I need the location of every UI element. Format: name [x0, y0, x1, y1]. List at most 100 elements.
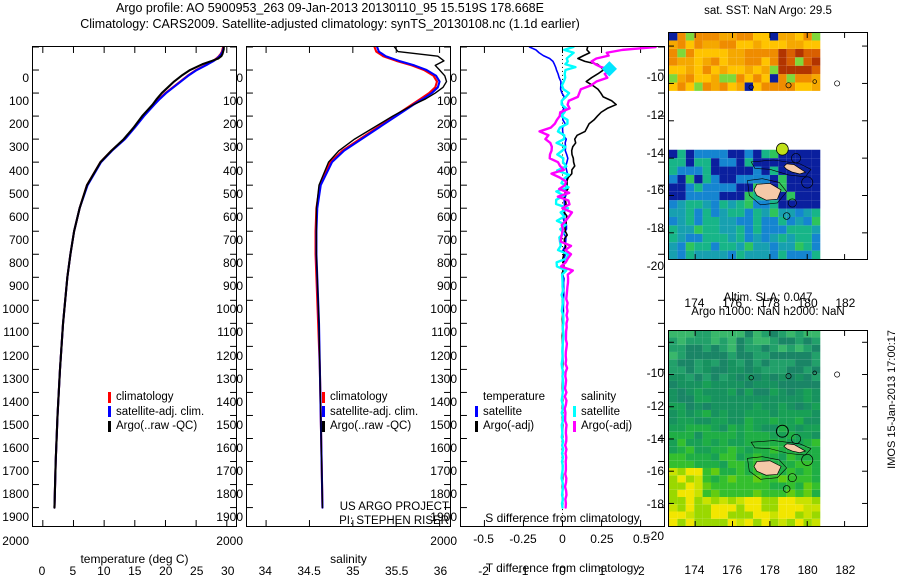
legend-item: climatology [322, 390, 418, 405]
x-tick-label: 0.5 [633, 532, 650, 546]
legend-item: Argo(..raw -QC) [108, 419, 204, 434]
depth-tick-label: 1000 [430, 302, 457, 317]
depth-tick-label: 1400 [430, 394, 457, 409]
legend-color-swatch [322, 406, 325, 418]
latitude-tick-label: -16 [646, 464, 664, 479]
depth-tick-label: 800 [436, 256, 457, 270]
depth-tick-label: 400 [222, 163, 243, 178]
depth-tick-label: 1100 [431, 325, 457, 340]
latitude-tick-label: -10 [646, 366, 664, 381]
latitude-tick-label: -16 [646, 183, 664, 198]
depth-tick-label: 800 [222, 256, 243, 270]
sst-map-panel[interactable] [668, 32, 868, 260]
depth-tick-label: 1800 [2, 487, 29, 502]
temperature-difference-axis-label: T difference from climatology [485, 561, 640, 575]
depth-tick-label: 0 [22, 71, 29, 85]
x-tick-label: 34 [258, 564, 272, 578]
legend-item: Argo(-adj) [573, 419, 632, 434]
depth-tick-label: 1100 [3, 325, 29, 340]
depth-tick-label: 1200 [430, 348, 457, 363]
latitude-tick-label: -18 [646, 496, 664, 511]
sst-map-plot [669, 33, 867, 259]
depth-tick-label: 900 [436, 279, 457, 294]
depth-tick-label: 600 [436, 209, 457, 224]
x-tick-label: -1 [517, 564, 529, 578]
legend-label: Argo(..raw -QC) [116, 420, 198, 432]
depth-tick-label: 1300 [216, 371, 243, 386]
latitude-tick-label: -18 [646, 220, 664, 235]
x-tick-label: 34.5 [297, 564, 321, 578]
x-tick-label: 15 [128, 564, 142, 578]
legend-item: satellite-adj. clim. [108, 405, 204, 420]
sst-map-title: sat. SST: NaN Argo: 29.5 [704, 5, 832, 17]
difference-profile-plot [461, 47, 664, 526]
x-tick-label: -0.25 [509, 532, 537, 546]
x-tick-label: 1 [598, 564, 606, 578]
depth-tick-label: 200 [222, 117, 243, 132]
latitude-tick-label: -20 [646, 529, 664, 544]
legend-color-swatch [108, 406, 111, 418]
longitude-tick-label: 176 [722, 563, 743, 577]
x-tick-label: -2 [478, 564, 489, 578]
legend-label: climatology [116, 391, 174, 403]
depth-tick-label: 0 [236, 71, 243, 85]
salinity-legend: climatology satellite-adj. clim. Argo(..ra… [322, 390, 418, 434]
sla-map-panel[interactable] [668, 330, 868, 527]
temperature-axis-label: temperature (deg C) [80, 552, 189, 566]
legend-label: satellite-adj. clim. [330, 405, 419, 418]
depth-tick-label: 1300 [430, 371, 457, 386]
difference-profile-panel[interactable] [460, 46, 665, 527]
depth-tick-label: 1700 [216, 464, 243, 479]
legend-color-swatch [475, 420, 478, 432]
longitude-tick-label: 174 [684, 563, 705, 577]
legend-label: satellite [581, 405, 620, 418]
legend-label: Argo(..raw -QC) [330, 420, 412, 432]
project-name: US ARGO PROJECT [339, 501, 449, 513]
legend-item: Argo(..raw -QC) [322, 419, 418, 434]
temperature-difference-legend: temperature satellite Argo(-adj) [475, 390, 545, 434]
salinity-axis-label: salinity [330, 552, 367, 566]
legend-label: satellite-adj. clim. [116, 405, 205, 418]
depth-tick-label: 1400 [216, 394, 243, 409]
depth-tick-label: 500 [222, 186, 243, 201]
depth-tick-label: 600 [222, 209, 243, 224]
salinity-difference-legend: salinity satellite Argo(-adj) [573, 390, 632, 434]
latitude-tick-label: -20 [646, 258, 664, 273]
x-tick-label: 35.5 [384, 564, 409, 578]
argo-heat-content: Argo h1000: NaN h2000: NaN [691, 306, 845, 318]
legend-item: satellite [573, 405, 632, 420]
x-tick-label: 0.25 [590, 532, 614, 546]
depth-tick-label: 2000 [216, 533, 243, 548]
title-line-1: Argo profile: AO 5900953_263 09-Jan-2013… [116, 1, 544, 15]
x-tick-label: 35 [346, 564, 360, 578]
temperature-profile-panel[interactable] [32, 46, 237, 527]
sla-value: Altim. SLA: 0.047 [723, 292, 813, 304]
longitude-tick-label: 182 [835, 563, 856, 577]
legend-item: Argo(-adj) [475, 419, 545, 434]
depth-tick-label: 700 [222, 232, 243, 247]
depth-tick-label: 100 [8, 94, 29, 109]
depth-tick-label: 1700 [430, 464, 457, 479]
depth-tick-label: 1500 [2, 417, 29, 432]
longitude-tick-label: 174 [684, 296, 705, 310]
depth-tick-label: 1900 [2, 510, 29, 525]
longitude-tick-label: 178 [759, 296, 780, 310]
depth-tick-label: 600 [8, 209, 29, 224]
x-tick-label: 20 [159, 564, 173, 578]
depth-tick-label: 1500 [430, 417, 457, 432]
figure-title: Argo profile: AO 5900953_263 09-Jan-2013… [0, 0, 660, 32]
sla-map-plot [669, 331, 867, 526]
x-tick-label: 0 [38, 564, 46, 578]
legend-item: climatology [108, 390, 204, 405]
salinity-profile-panel[interactable] [246, 46, 451, 527]
legend-color-swatch [322, 420, 325, 432]
latitude-tick-label: -14 [646, 145, 664, 160]
depth-tick-label: 400 [436, 163, 457, 178]
x-tick-label: -0.5 [473, 532, 494, 546]
depth-tick-label: 1000 [216, 302, 243, 317]
project-credit: US ARGO PROJECT PI: STEPHEN RISER [261, 500, 449, 528]
legend-label: climatology [330, 391, 388, 403]
legend-color-swatch [573, 420, 576, 432]
depth-tick-label: 1600 [216, 441, 243, 455]
latitude-tick-label: -14 [646, 431, 664, 446]
